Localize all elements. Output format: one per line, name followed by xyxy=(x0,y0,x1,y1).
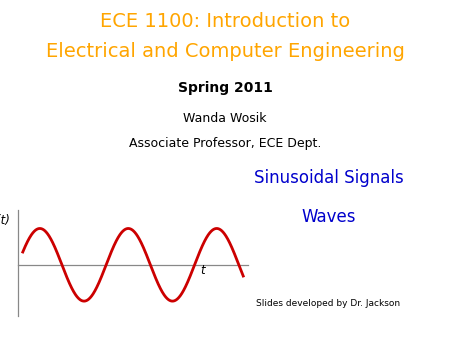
Text: Waves: Waves xyxy=(301,208,356,226)
Text: Sinusoidal Signals: Sinusoidal Signals xyxy=(254,169,403,187)
Text: ECE 1100: Introduction to: ECE 1100: Introduction to xyxy=(100,12,350,31)
Text: Slides developed by Dr. Jackson: Slides developed by Dr. Jackson xyxy=(256,299,400,308)
Text: Associate Professor, ECE Dept.: Associate Professor, ECE Dept. xyxy=(129,137,321,150)
Text: Electrical and Computer Engineering: Electrical and Computer Engineering xyxy=(45,42,405,61)
Text: Wanda Wosik: Wanda Wosik xyxy=(183,112,267,125)
Text: v(t): v(t) xyxy=(0,214,10,227)
Text: Spring 2011: Spring 2011 xyxy=(178,81,272,95)
Text: t: t xyxy=(201,264,205,277)
